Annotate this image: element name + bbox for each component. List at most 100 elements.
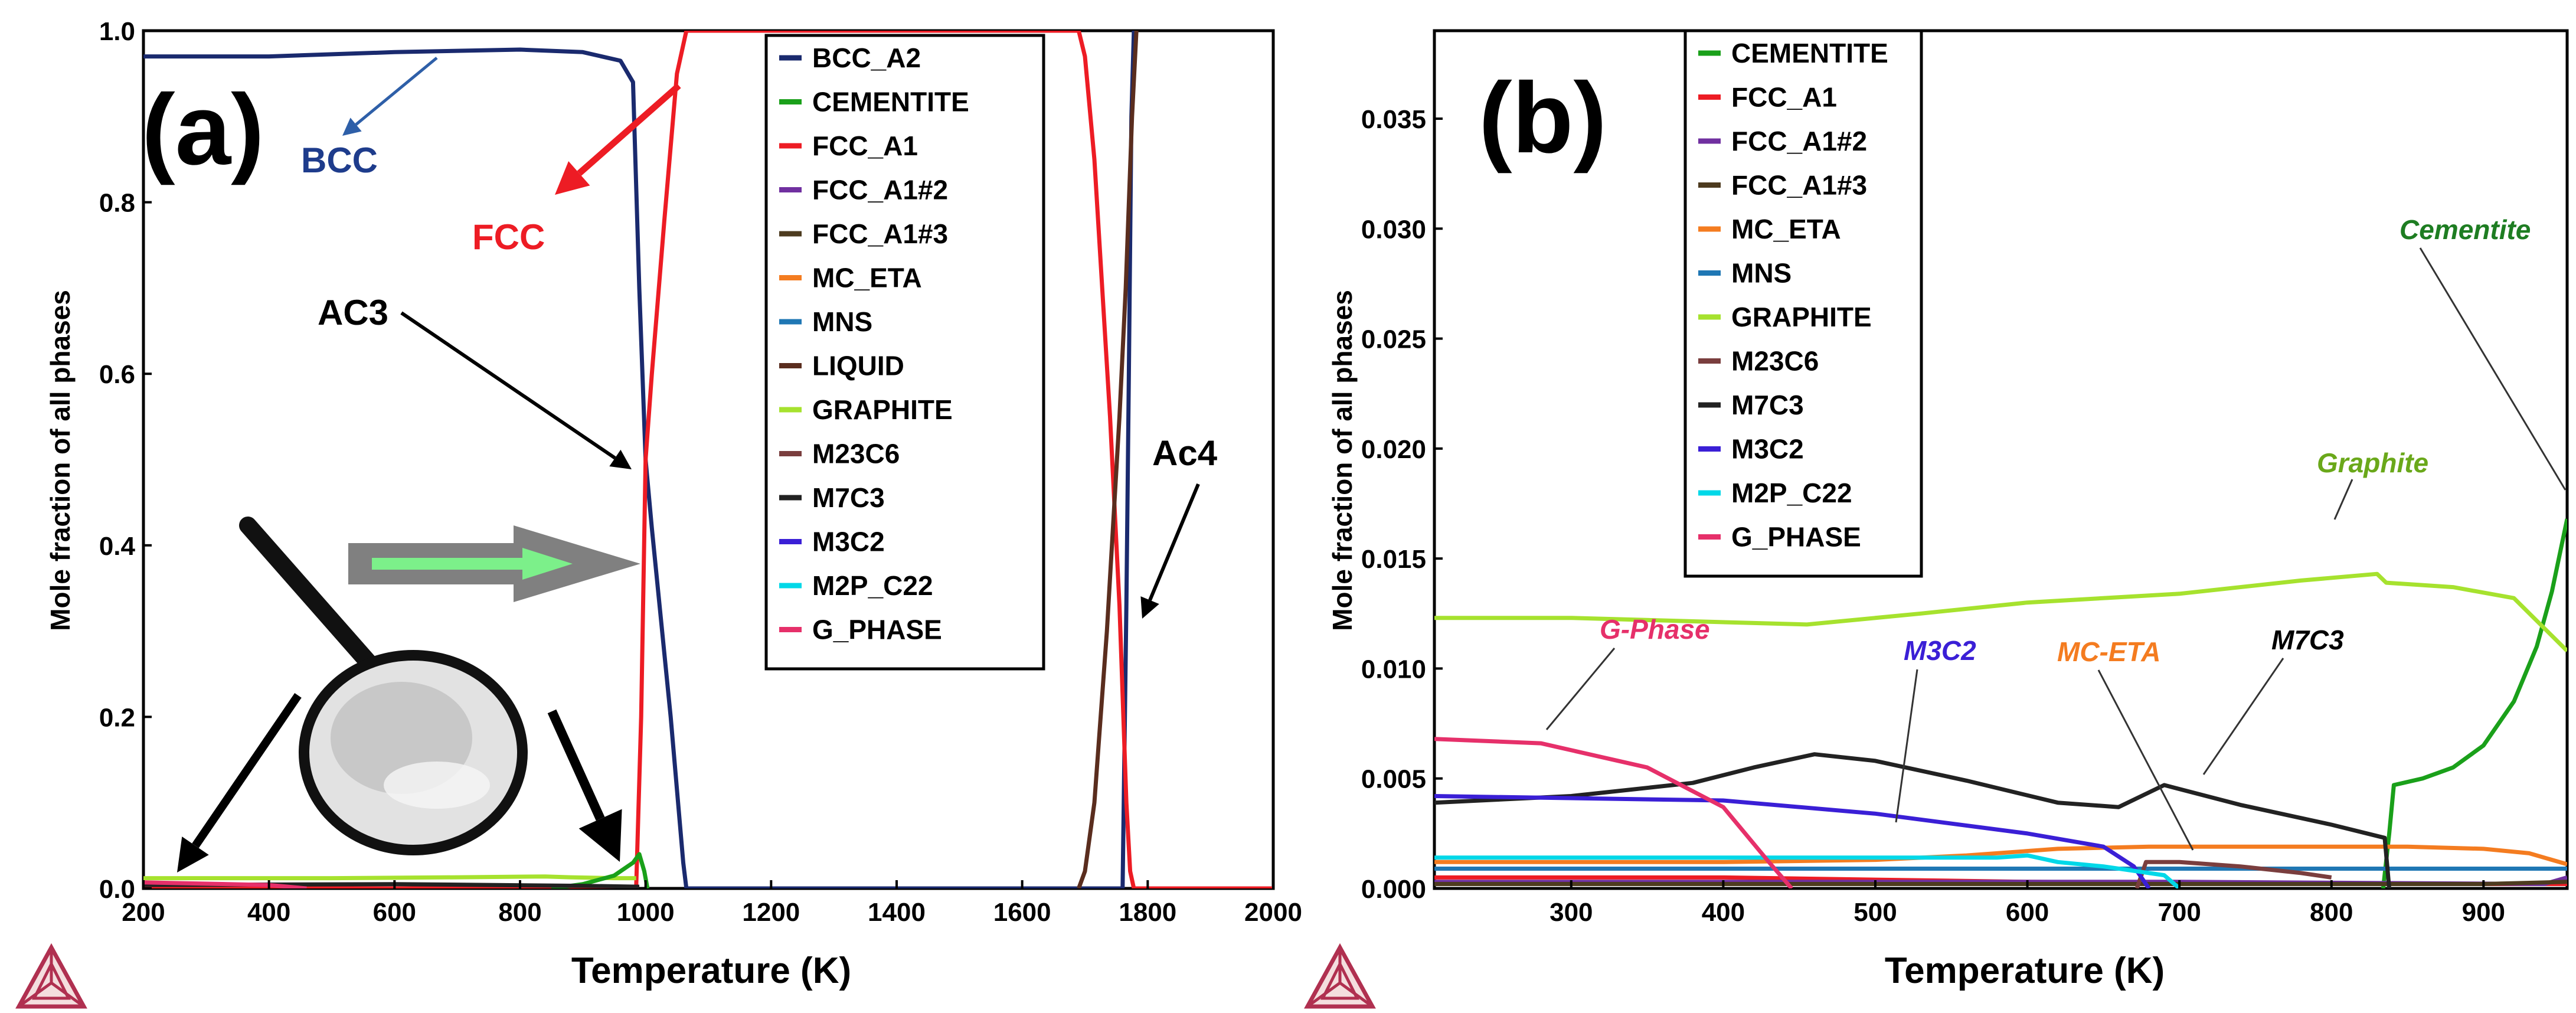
- x-tick-label: 2000: [1244, 898, 1302, 927]
- legend-label-m3c2: M3C2: [1731, 434, 1804, 465]
- annotation-g-phase: G-Phase: [1600, 614, 1710, 645]
- zoom-left-arrow: [177, 693, 302, 873]
- legend-label-m2p-c22: M2P_C22: [812, 570, 933, 601]
- panel-b-ticks: 300 400 500 600 700 800 900 0.000 0.005 0.010 0.01…: [1361, 105, 2505, 927]
- x-tick-label: 800: [498, 898, 541, 927]
- x-tick-label: 400: [247, 898, 290, 927]
- annotation-ac4: Ac4: [1152, 433, 1218, 473]
- legend-label-m3c2: M3C2: [812, 527, 885, 557]
- magnifier-icon: [239, 517, 528, 855]
- legend-label-bcc-a2: BCC_A2: [812, 43, 921, 73]
- panel-a-x-axis-label: Temperature (K): [571, 950, 851, 991]
- legend-label-graphite: GRAPHITE: [812, 394, 953, 425]
- panel-a-series: [143, 31, 1273, 888]
- panel-b-legend: CEMENTITE FCC_A1 FCC_A1#2 FCC_A1#3 MC_ETA MNS…: [1683, 29, 1923, 578]
- series-line-m23c6: [2134, 860, 2332, 888]
- legend-label-mc-eta: MC_ETA: [812, 263, 922, 293]
- panel-a-legend: BCC_A2 CEMENTITE FCC_A1 FCC_A1#2 FCC_A1#3 MC_…: [764, 34, 1045, 671]
- x-tick-label: 300: [1549, 898, 1593, 927]
- annotation-bcc: BCC: [301, 140, 378, 180]
- y-tick-label: 0.2: [99, 703, 135, 732]
- series-line-graphite: [143, 874, 636, 881]
- annotation-fcc: FCC: [472, 217, 545, 257]
- x-tick-label: 1200: [742, 898, 800, 927]
- annotation-graphite: Graphite: [2317, 447, 2428, 478]
- panel-b-frame: [1433, 29, 2569, 890]
- legend-label-fcc-a1-2: FCC_A1#2: [1731, 126, 1867, 156]
- series-line-graphite: [1434, 571, 2567, 653]
- m3c2-leader-line: [1895, 669, 1918, 823]
- x-tick-label: 200: [122, 898, 165, 927]
- annotation-ac3: AC3: [318, 293, 388, 332]
- x-tick-label: 900: [2462, 898, 2505, 927]
- series-line-m7c3: [1434, 752, 2392, 888]
- x-tick-label: 1400: [868, 898, 926, 927]
- panel-a-label: (a): [142, 74, 264, 186]
- y-tick-label: 0.000: [1361, 875, 1426, 904]
- m7c3-leader-line: [2202, 658, 2284, 775]
- cementite-leader-line: [2419, 247, 2567, 491]
- y-tick-label: 0.030: [1361, 215, 1426, 244]
- x-tick-label: 400: [1702, 898, 1745, 927]
- legend-label-mns: MNS: [1731, 258, 1792, 289]
- legend-label-mc-eta: MC_ETA: [1731, 214, 1841, 244]
- y-tick-label: 0.035: [1361, 105, 1426, 134]
- annotation-cementite: Cementite: [2400, 214, 2531, 245]
- series-line-m3c2: [1434, 794, 2151, 888]
- y-tick-label: 0.6: [99, 360, 135, 389]
- panel-b-x-axis-label: Temperature (K): [1885, 950, 2165, 991]
- panel-a: BCC FCC AC3 Ac4 200 400 600 800 1000 1200 1400 160…: [45, 17, 1302, 991]
- thermocalc-logo-icon: [1304, 943, 1376, 1009]
- legend-label-mns: MNS: [812, 306, 872, 337]
- annotation-m3c2: M3C2: [1904, 635, 1976, 666]
- y-tick-label: 0.025: [1361, 325, 1426, 354]
- legend-label-fcc-a1: FCC_A1: [1731, 82, 1837, 113]
- series-line-cementite: [2381, 518, 2567, 888]
- legend-label-m23c6: M23C6: [812, 439, 900, 469]
- panel-b-y-axis-label: Mole fraction of all phases: [1327, 290, 1358, 631]
- legend-box: [1683, 29, 1923, 578]
- y-tick-label: 0.020: [1361, 435, 1426, 464]
- panel-b: Cementite Graphite G-Phase M3C2 MC-ETA M7C3 3…: [1327, 29, 2569, 991]
- x-tick-label: 700: [2157, 898, 2201, 927]
- legend-label-graphite: GRAPHITE: [1731, 302, 1872, 332]
- mc-eta-leader-line: [2097, 669, 2194, 851]
- series-line-fcc-a1-3: [1434, 880, 2567, 886]
- g-phase-leader-line: [1545, 648, 1616, 730]
- legend-label-cementite: CEMENTITE: [812, 87, 969, 117]
- panel-b-decorations: Cementite Graphite G-Phase M3C2 MC-ETA M7C3: [1545, 214, 2567, 851]
- series-line-mc-eta: [1434, 844, 2567, 867]
- legend-box: [764, 34, 1045, 671]
- panel-b-series: [1434, 518, 2567, 888]
- annotation-m7c3: M7C3: [2271, 625, 2344, 655]
- y-tick-label: 0.010: [1361, 655, 1426, 684]
- y-tick-label: 0.8: [99, 189, 135, 218]
- y-tick-label: 0.4: [99, 532, 136, 561]
- x-tick-label: 800: [2310, 898, 2353, 927]
- y-tick-label: 0.0: [99, 875, 135, 904]
- legend-label-m7c3: M7C3: [812, 482, 885, 513]
- legend-label-fcc-a1-3: FCC_A1#3: [812, 218, 948, 249]
- ac4-pointer-arrow: [1140, 483, 1200, 619]
- y-tick-label: 0.015: [1361, 545, 1426, 574]
- ac3-pointer-arrow: [400, 311, 632, 469]
- legend-label-g-phase: G_PHASE: [812, 615, 942, 645]
- y-tick-label: 1.0: [99, 17, 135, 46]
- x-tick-label: 600: [373, 898, 416, 927]
- fcc-pointer-arrow: [555, 83, 681, 195]
- x-tick-label: 1000: [617, 898, 675, 927]
- legend-label-m2p-c22: M2P_C22: [1731, 478, 1852, 508]
- panel-a-y-axis-label: Mole fraction of all phases: [45, 290, 76, 631]
- annotation-mc-eta: MC-ETA: [2057, 636, 2160, 667]
- series-line-m2p-c22: [1434, 853, 2181, 888]
- panel-a-ticks: 200 400 600 800 1000 1200 1400 1600 1800 2000 0.0 0…: [99, 17, 1302, 927]
- bcc-pointer-arrow: [342, 57, 438, 136]
- series-line-fcc-a1: [143, 31, 1273, 888]
- series-line-bcc-a2: [143, 31, 1136, 888]
- graphite-leader-line: [2333, 479, 2353, 520]
- legend-label-cementite: CEMENTITE: [1731, 38, 1888, 68]
- legend-label-g-phase: G_PHASE: [1731, 522, 1861, 553]
- thermocalc-logo-icon: [15, 943, 87, 1009]
- panel-b-plot-area: [1433, 29, 2569, 890]
